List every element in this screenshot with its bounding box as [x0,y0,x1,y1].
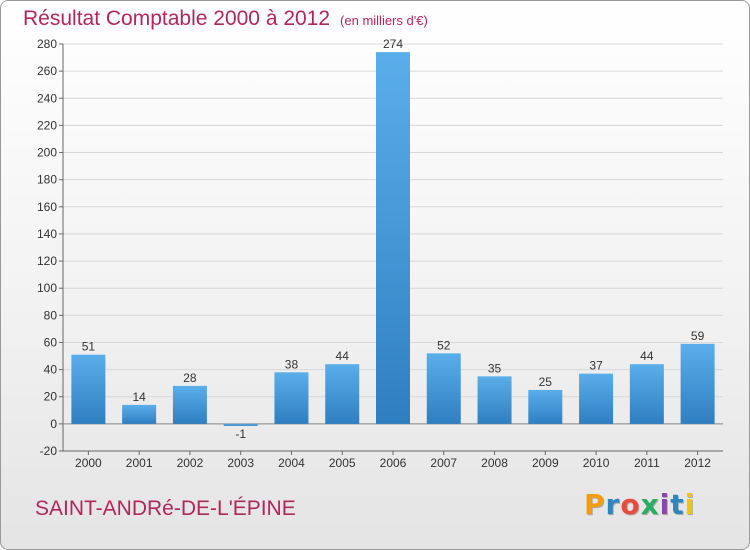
x-tick-label: 2004 [278,456,305,470]
bar [325,364,360,424]
chart-title-main: Résultat Comptable 2000 à 2012 [23,7,331,30]
data-label: 59 [691,329,705,343]
logo-letter: i [684,488,696,521]
x-tick-label: 2008 [481,456,508,470]
data-label: 28 [183,371,197,385]
logo-letter: x [640,488,660,521]
bar [172,385,207,424]
x-tick-label: 2011 [634,456,660,470]
data-label: 44 [640,349,654,363]
y-tick-label: -20 [40,444,58,458]
bar [477,376,512,424]
bar [680,343,715,424]
y-tick-label: 100 [37,281,57,295]
y-tick-label: 200 [37,146,57,160]
bar [426,353,461,424]
bar [223,423,258,426]
x-tick-label: 2000 [75,456,102,470]
x-tick-label: 2012 [684,456,711,470]
y-tick-label: 120 [37,254,57,268]
y-tick-label: 160 [37,200,57,214]
y-tick-label: 20 [44,390,58,404]
y-tick-label: 80 [44,308,58,322]
y-tick-label: 60 [44,335,58,349]
proxiti-logo: Proxiti [584,488,695,521]
logo-letter: r [605,488,621,521]
x-tick-label: 2001 [126,456,153,470]
logo-letter: o [620,488,641,521]
x-tick-label: 2007 [430,456,457,470]
x-tick-label: 2003 [227,456,254,470]
chart-subtitle: (en milliers d'€) [340,13,428,28]
logo-letter: P [584,488,606,521]
data-label: 52 [437,338,451,352]
y-tick-label: 240 [37,91,57,105]
bar [376,52,410,424]
y-tick-label: 220 [37,118,57,132]
y-tick-label: 180 [37,173,57,187]
bar [122,404,157,424]
x-tick-label: 2006 [380,456,407,470]
data-label: 25 [539,375,553,389]
commune-name: SAINT-ANDRé-DE-L'ÉPINE [35,497,296,520]
logo-letter: t [670,488,685,521]
logo-letter: i [659,488,671,521]
bar [274,372,309,424]
chart-title: Résultat Comptable 2000 à 2012 (en millie… [23,7,428,31]
bar [528,389,563,424]
data-label: -1 [235,427,246,441]
bar [71,354,106,424]
data-label: 44 [336,349,350,363]
y-tick-label: 260 [37,64,57,78]
x-tick-label: 2002 [177,456,204,470]
y-tick-label: 280 [37,37,57,51]
x-tick-label: 2009 [532,456,559,470]
y-tick-label: 0 [50,417,57,431]
data-label: 14 [132,390,146,404]
y-tick-label: 40 [44,363,58,377]
y-tick-label: 140 [37,227,57,241]
data-label: 35 [488,361,502,375]
data-label: 274 [383,37,403,51]
bar [579,373,614,424]
data-label: 37 [589,359,603,373]
bar [629,364,664,424]
data-label: 51 [82,340,96,354]
x-tick-label: 2005 [329,456,356,470]
x-tick-label: 2010 [583,456,610,470]
data-label: 38 [285,357,299,371]
